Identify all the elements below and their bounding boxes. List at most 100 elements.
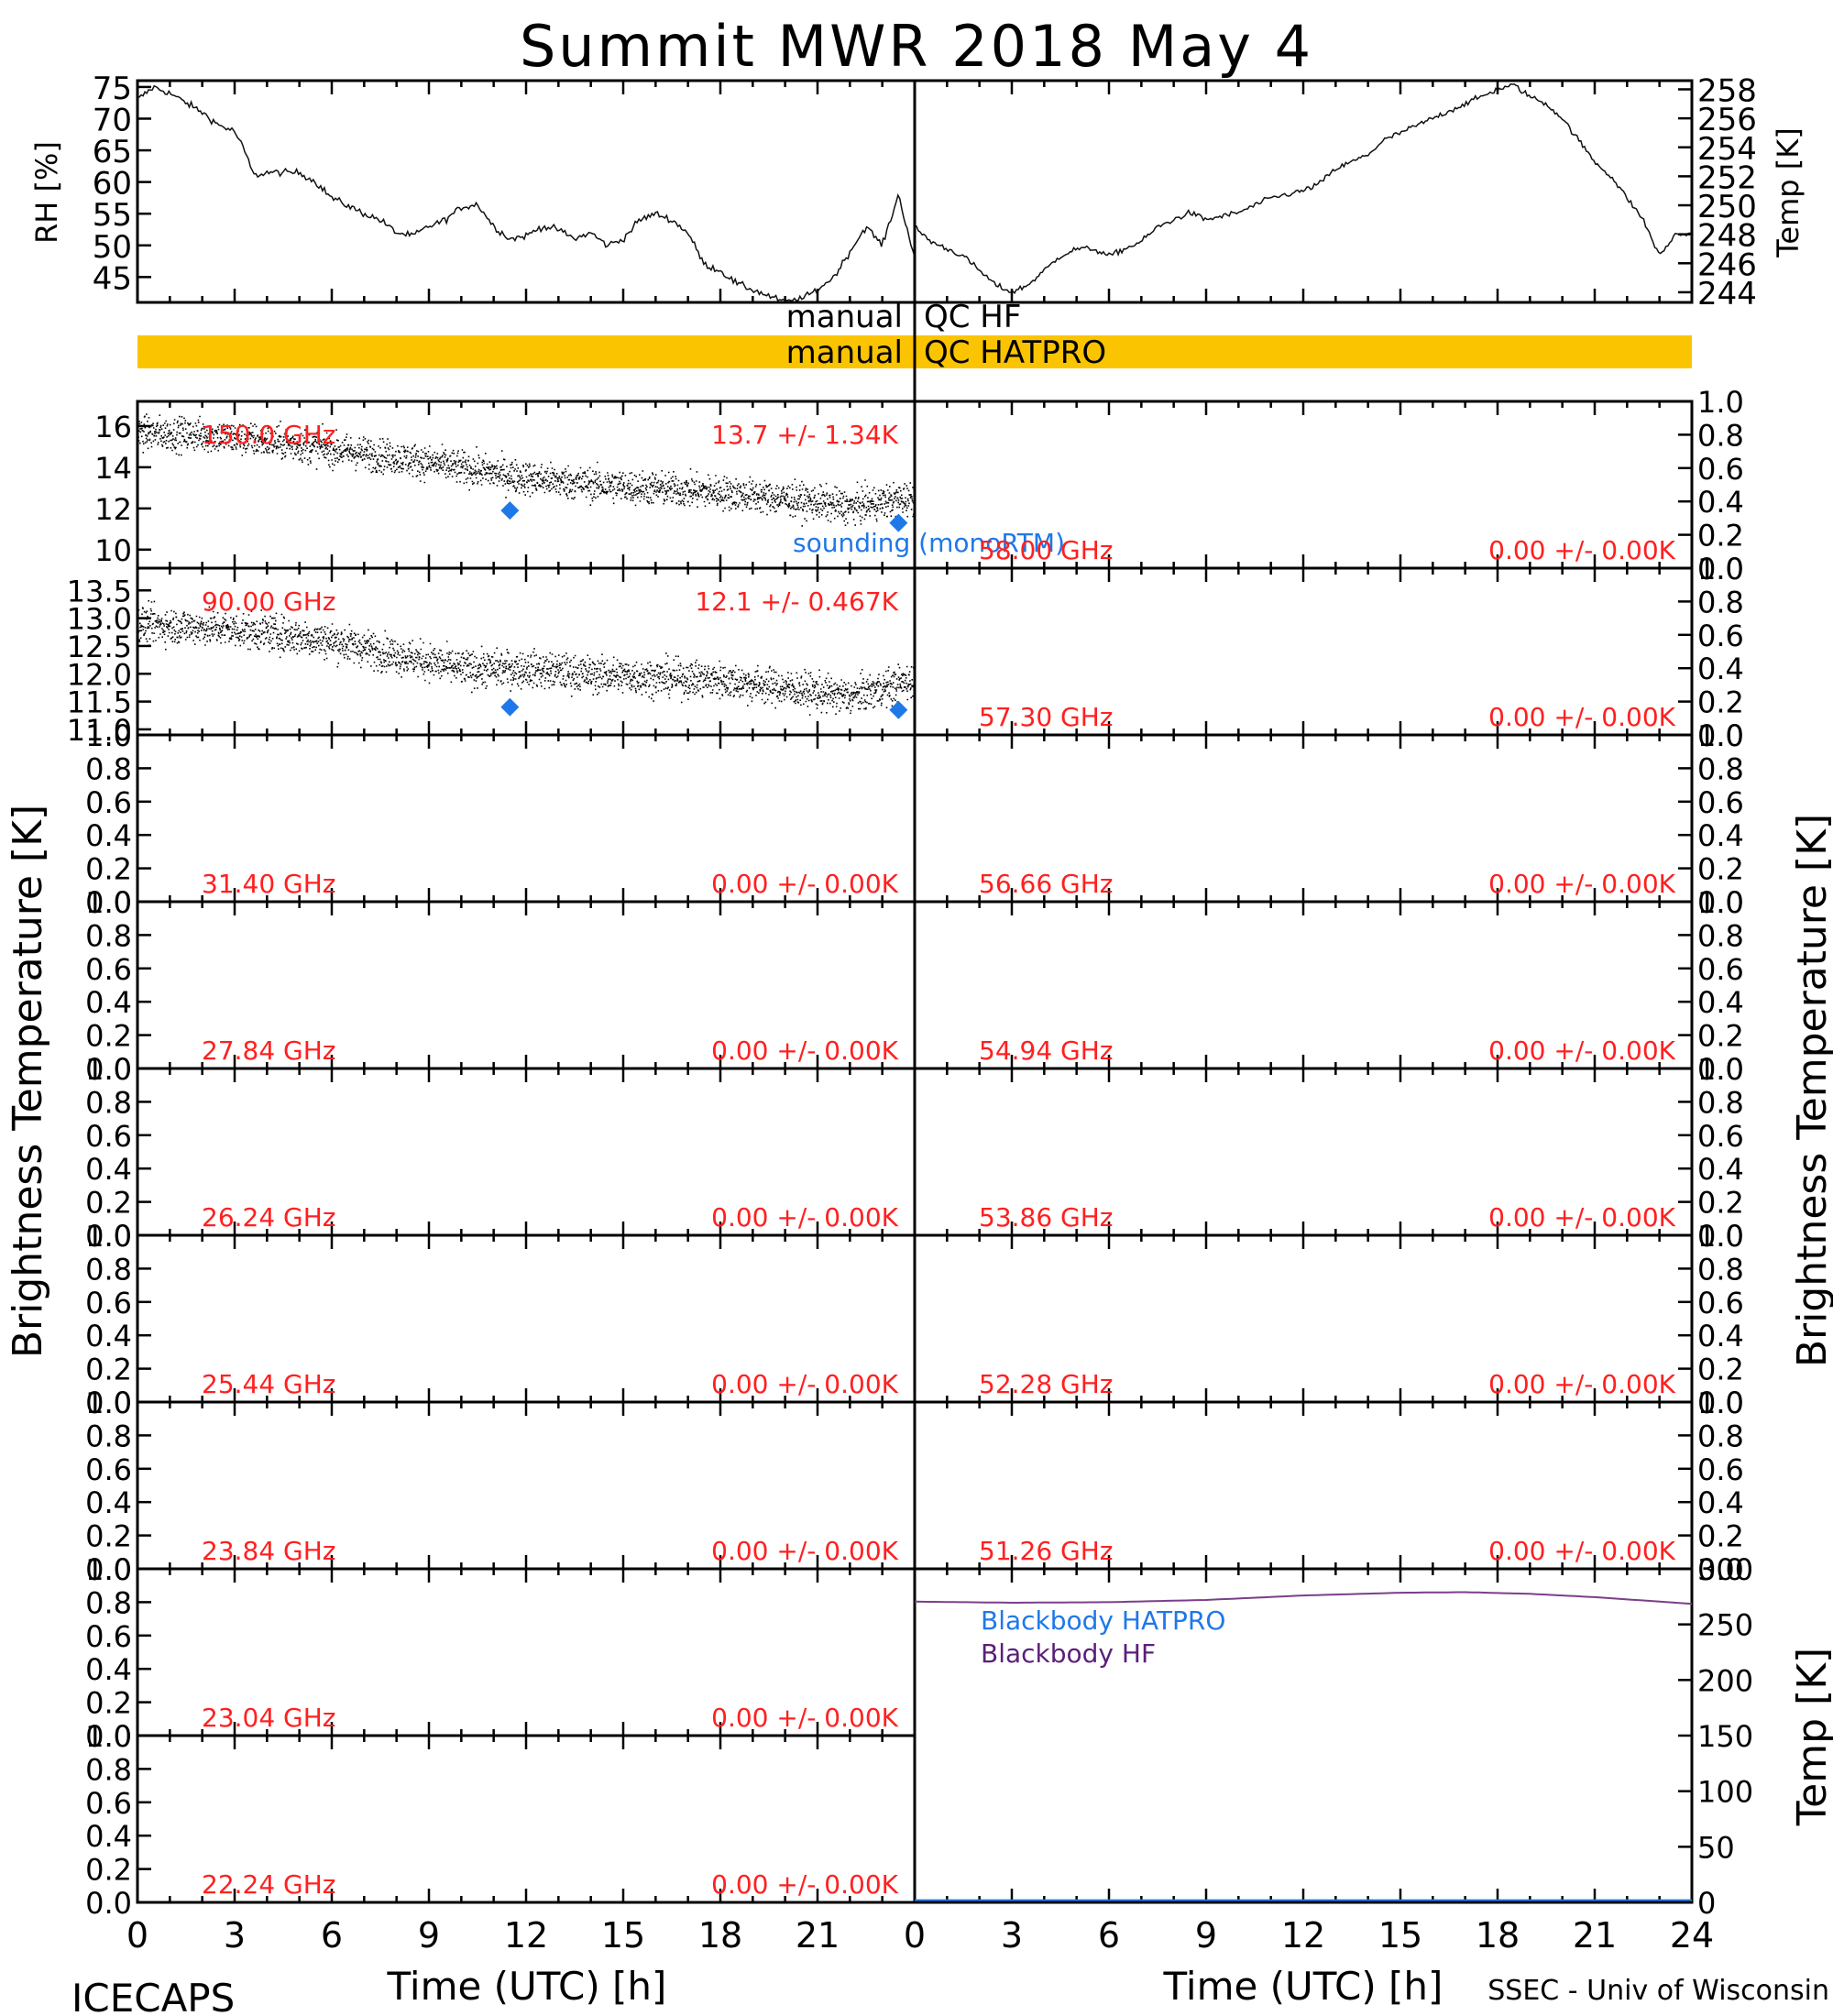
channel-stats: 13.7 +/- 1.34K <box>711 420 898 450</box>
bt-panel-bt-empty-r5: 0.00.20.40.60.81.053.86 GHz 0.00 +/- 0.00… <box>913 1052 1744 1254</box>
y-tick-label: 0.8 <box>85 1752 132 1787</box>
y-tick-label: 0.8 <box>85 918 132 953</box>
temp-tick-label: 254 <box>1697 131 1757 168</box>
bt-panel-bt-150: 10 12 14 16 150.0 GHz 13.7 +/- 1.34K sounding … <box>94 400 1065 570</box>
y-tick-label: 14 <box>94 451 132 486</box>
time-axes: 0 3 6 9 12 15 18 21 0 3 6 9 12 15 18 21 24 Time (UTC) [h]… <box>126 81 1714 2009</box>
y-tick-label: 0.0 <box>1697 1552 1744 1587</box>
blackbody-panel: 0 50 100 150 200 250 300 Temp [K] Blackbody HATP… <box>913 1552 1833 1921</box>
qc-label-right: QC HF <box>924 299 1021 335</box>
y-tick-label: 11.5 <box>67 685 132 720</box>
temp-tick-label: 244 <box>1697 276 1757 312</box>
rh-tick-label: 65 <box>93 134 132 170</box>
y-tick-label: 1.0 <box>1697 1052 1744 1087</box>
bb-tick-label: 150 <box>1697 1719 1753 1754</box>
y-tick-label: 0.2 <box>1697 852 1744 887</box>
x-tick-label: 12 <box>1281 1915 1325 1956</box>
y-tick-label: 12 <box>94 492 132 527</box>
x-tick-label: 24 <box>1670 1915 1714 1956</box>
channel-label: 150.0 GHz <box>202 420 336 450</box>
temp-axis-label: Temp [K] <box>1771 127 1806 257</box>
brightness-panels: 10 12 14 16 150.0 GHz 13.7 +/- 1.34K sounding … <box>67 385 1744 1921</box>
channel-stats: 0.00 +/- 0.00K <box>1488 535 1675 565</box>
bt-panel-bt-empty-l3: 0.00.20.40.60.81.031.40 GHz 0.00 +/- 0.00… <box>85 718 916 920</box>
y-tick-label: 12.5 <box>67 630 132 664</box>
y-tick-label: 0.2 <box>85 1186 132 1221</box>
y-tick-label: 1.0 <box>1697 385 1744 420</box>
y-tick-label: 0.4 <box>1697 1152 1744 1187</box>
y-tick-label: 1.0 <box>1697 718 1744 753</box>
x-tick-label: 6 <box>321 1915 343 1956</box>
qc-label-left: manual <box>786 334 903 371</box>
bt-panel-bt-empty-r3: 0.00.20.40.60.81.056.66 GHz 0.00 +/- 0.00… <box>913 718 1744 920</box>
sounding-legend: sounding (monoRTM) <box>793 528 1065 558</box>
bt-data-points <box>137 413 916 527</box>
bb-tick-label: 50 <box>1697 1830 1735 1865</box>
y-tick-label: 0.6 <box>1697 1119 1744 1154</box>
y-tick-label: 0.8 <box>1697 1085 1744 1120</box>
channel-label: 26.24 GHz <box>202 1202 336 1233</box>
channel-stats: 0.00 +/- 0.00K <box>711 869 898 899</box>
bb-legend-entry: Blackbody HF <box>981 1638 1156 1669</box>
qc-label-right: QC HATPRO <box>924 334 1106 371</box>
bt-panel-bt-empty-l8: 0.00.20.40.60.81.023.04 GHz 0.00 +/- 0.00… <box>85 1552 916 1754</box>
x-tick-label: 0 <box>904 1915 926 1956</box>
y-tick-label: 0.8 <box>85 751 132 786</box>
y-tick-label: 0.0 <box>1697 1219 1744 1254</box>
bt-left-axis-label: Brightness Temperature [K] <box>5 805 51 1358</box>
channel-label: 23.84 GHz <box>202 1536 336 1566</box>
x-tick-label: 18 <box>1476 1915 1520 1956</box>
y-tick-label: 0.4 <box>1697 485 1744 520</box>
bb-tick-label: 300 <box>1697 1552 1753 1587</box>
y-tick-label: 0.4 <box>85 985 132 1020</box>
channel-stats: 0.00 +/- 0.00K <box>1488 1202 1675 1233</box>
bt-panel-bt-empty-r7: 0.00.20.40.60.81.051.26 GHz 0.00 +/- 0.00… <box>913 1386 1744 1587</box>
y-tick-label: 1.0 <box>1697 1386 1744 1420</box>
footer-right: SSEC - Univ of Wisconsin <box>1487 1975 1829 2007</box>
y-tick-label: 0.2 <box>1697 1519 1744 1554</box>
x-tick-label: 6 <box>1098 1915 1120 1956</box>
bt-panel-bt-empty-r2: 0.00.20.40.60.81.057.30 GHz 0.00 +/- 0.00… <box>913 552 1744 753</box>
y-tick-label: 0.0 <box>1697 1386 1744 1420</box>
y-tick-label: 0.8 <box>1697 418 1744 453</box>
bt-panel-bt-empty-l4: 0.00.20.40.60.81.027.84 GHz 0.00 +/- 0.00… <box>85 885 916 1087</box>
bb-tick-label: 250 <box>1697 1608 1753 1643</box>
y-tick-label: 13.0 <box>67 602 132 637</box>
channel-stats: 0.00 +/- 0.00K <box>711 1035 898 1066</box>
figure-title: Summit MWR 2018 May 4 <box>520 13 1313 80</box>
sounding-point <box>889 700 908 719</box>
y-tick-label: 0.2 <box>85 1019 132 1054</box>
x-tick-label: 3 <box>1001 1915 1023 1956</box>
channel-label: 90.00 GHz <box>202 586 336 617</box>
sounding-point <box>500 697 520 717</box>
y-tick-label: 13.5 <box>67 574 132 608</box>
y-tick-label: 0.2 <box>85 1353 132 1387</box>
y-tick-label: 1.0 <box>85 1219 132 1254</box>
y-tick-label: 0.0 <box>85 1386 132 1420</box>
y-tick-label: 0.8 <box>85 1085 132 1120</box>
x-tick-label: 9 <box>1195 1915 1217 1956</box>
y-tick-label: 0.6 <box>85 1452 132 1487</box>
y-tick-label: 0.4 <box>85 1485 132 1520</box>
y-tick-label: 0.6 <box>85 1619 132 1654</box>
y-tick-label: 0.6 <box>85 952 132 987</box>
bt-data-points <box>137 599 916 716</box>
bt-panel-bt-empty-l5: 0.00.20.40.60.81.026.24 GHz 0.00 +/- 0.00… <box>85 1052 916 1254</box>
y-tick-label: 0.2 <box>85 1686 132 1721</box>
bt-panel-bt-empty-l7: 0.00.20.40.60.81.023.84 GHz 0.00 +/- 0.00… <box>85 1386 916 1587</box>
channel-label: 54.94 GHz <box>979 1035 1114 1066</box>
channel-stats: 0.00 +/- 0.00K <box>1488 1536 1675 1566</box>
sounding-point <box>889 513 908 532</box>
channel-label: 27.84 GHz <box>202 1035 336 1066</box>
y-tick-label: 1.0 <box>85 1552 132 1587</box>
temp-tick-label: 256 <box>1697 102 1757 138</box>
y-tick-label: 1.0 <box>1697 552 1744 586</box>
rh-tick-label: 50 <box>93 229 132 266</box>
channel-label: 56.66 GHz <box>979 869 1114 899</box>
y-tick-label: 0.4 <box>85 1152 132 1187</box>
bb-legend-entry: Blackbody HATPRO <box>981 1605 1225 1636</box>
y-tick-label: 0.6 <box>85 1786 132 1821</box>
met-frame-left <box>136 79 916 304</box>
y-tick-label: 0.0 <box>85 1052 132 1087</box>
y-tick-label: 0.0 <box>85 1552 132 1587</box>
